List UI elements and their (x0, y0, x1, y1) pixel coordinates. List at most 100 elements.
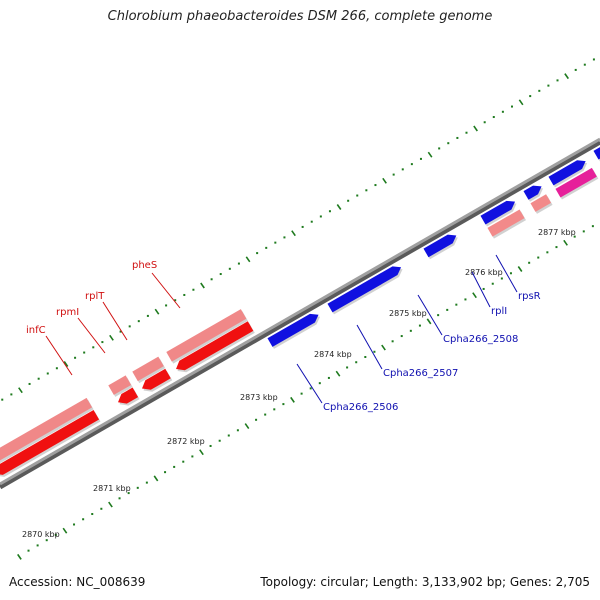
tick-dot (319, 215, 322, 218)
tick-dot (174, 299, 177, 302)
tick-dot (46, 372, 49, 375)
major-tick (199, 449, 204, 456)
tick-dot (300, 392, 303, 395)
tick-dot (228, 267, 231, 270)
major-tick (518, 99, 524, 106)
tick-dot (182, 460, 185, 463)
tick-dot (28, 382, 31, 385)
tick-dot (128, 325, 131, 328)
tick-dot (438, 147, 441, 150)
tick-label-2877: 2877 kbp (538, 228, 576, 237)
major-tick (244, 423, 250, 429)
leader-pheS (151, 272, 181, 309)
tick-label-2871: 2871 kbp (93, 484, 131, 493)
leader-Cpha266_2506 (296, 363, 323, 404)
tick-dot (164, 471, 167, 474)
major-tick (517, 266, 523, 272)
tick-dot (101, 341, 104, 344)
genome-backbone (0, 137, 600, 486)
tick-dot (365, 189, 368, 192)
gene-label-Cpha266_2508: Cpha266_2508 (443, 334, 518, 345)
tick-dot (256, 252, 259, 255)
leader-rplT (102, 301, 128, 341)
forward-cds-rplI (487, 209, 525, 237)
tick-dot (328, 210, 331, 213)
major-tick (291, 230, 296, 237)
tick-dot (310, 220, 313, 223)
major-tick (62, 527, 68, 534)
gene-label-Cpha266_2507: Cpha266_2507 (383, 368, 458, 379)
tick-dot (356, 194, 359, 197)
tick-dot (409, 329, 412, 332)
tick-dot (255, 418, 258, 421)
tick-dot (574, 68, 577, 71)
leader-rpmI (77, 317, 106, 354)
tick-dot (136, 486, 139, 489)
gene-label-rpmI: rpmI (56, 307, 79, 318)
tick-dot (509, 272, 512, 275)
leader-Cpha266_2508 (417, 294, 443, 336)
gene-labels: infC rpmI rplT pheS Cpha266_2506 Cpha266… (26, 260, 541, 413)
tick-dot (529, 95, 532, 98)
tick-dot (400, 335, 403, 338)
major-tick (200, 282, 205, 289)
leader-rpsR (495, 254, 518, 293)
major-tick (109, 334, 114, 341)
footer-summary: Topology: circular; Length: 3,133,902 bp… (260, 575, 590, 589)
tick-dot (192, 288, 195, 291)
tick-dot (318, 382, 321, 385)
tick-dot (264, 413, 267, 416)
tick-dot (1, 398, 4, 401)
major-tick (153, 475, 159, 482)
major-tick-marks (17, 73, 570, 560)
tick-dot (391, 340, 394, 343)
tick-dot (446, 308, 449, 311)
map-title: Chlorobium phaeobacteroides DSM 266, com… (107, 9, 493, 24)
forward-gene-rplI (480, 200, 516, 225)
tick-dot (237, 262, 240, 265)
tick-dot (491, 282, 494, 285)
tick-dot (209, 444, 212, 447)
major-tick (382, 177, 387, 184)
tick-dot (447, 142, 450, 145)
tick-dot (538, 89, 541, 92)
tick-dot (10, 393, 13, 396)
gene-label-rplI: rplI (491, 306, 507, 317)
tick-dot (591, 225, 594, 228)
tick-dot (183, 293, 186, 296)
tick-label-2870: 2870 kbp (22, 530, 60, 539)
tick-dot (27, 549, 30, 552)
tick-dot (73, 523, 76, 526)
tick-dot (327, 376, 330, 379)
forward-gene-next1 (548, 160, 586, 186)
tick-dot (455, 303, 458, 306)
reverse-cds-rplT-light (132, 356, 164, 382)
tick-dot (92, 346, 95, 349)
tick-labels: 2870 kbp 2871 kbp 2872 kbp 2873 kbp 2874… (22, 228, 576, 539)
gene-label-rplT: rplT (85, 291, 105, 302)
tick-dot (45, 539, 48, 542)
tick-dot (547, 84, 550, 87)
tick-dot (37, 377, 40, 380)
forward-cds-rpsR (530, 194, 552, 212)
tick-dot (500, 277, 503, 280)
tick-dot (283, 236, 286, 239)
tick-dot (165, 304, 168, 307)
tick-dot (210, 278, 213, 281)
tick-dot (501, 110, 504, 113)
tick-dot (227, 434, 230, 437)
major-tick (473, 125, 478, 132)
footer-accession: Accession: NC_008639 (9, 575, 146, 589)
major-tick (563, 239, 568, 246)
forward-gene-Cpha266_2507 (327, 266, 402, 313)
tick-dot (137, 320, 140, 323)
tick-dot (218, 439, 221, 442)
major-tick (335, 370, 341, 377)
tick-dot (374, 184, 377, 187)
tick-label-2876: 2876 kbp (465, 268, 503, 277)
tick-dot (301, 225, 304, 228)
tick-dot (219, 273, 222, 276)
major-tick (381, 344, 386, 351)
tick-dot (309, 387, 312, 390)
